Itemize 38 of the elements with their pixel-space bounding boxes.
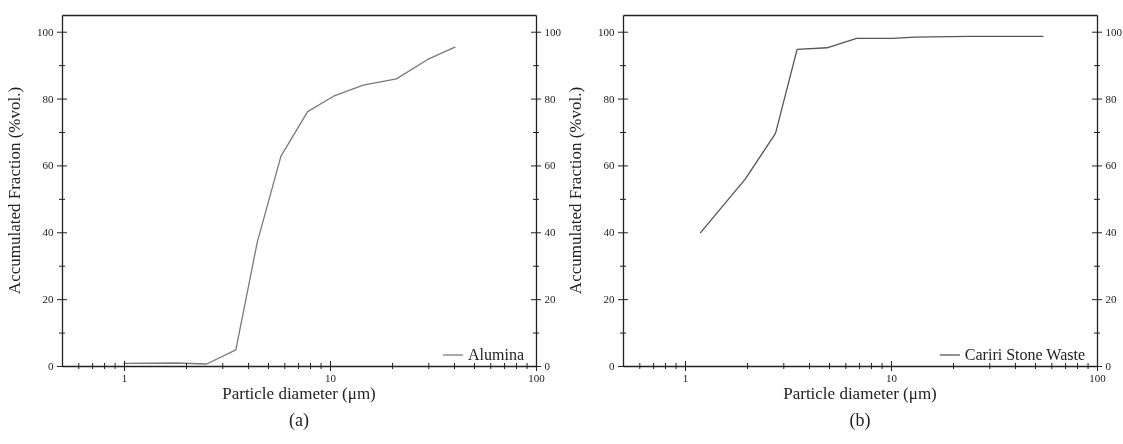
y-tick-label: 60 <box>42 159 54 172</box>
y2-tick-label: 100 <box>544 25 562 38</box>
y2-tick-label: 0 <box>1105 360 1112 373</box>
x-axis-title: Particle diameter (μm) <box>222 384 376 403</box>
y-tick-label: 100 <box>598 25 615 38</box>
y2-tick-label: 60 <box>544 159 556 172</box>
y-axis-title: Accumulated Fraction (%vol.) <box>5 86 24 295</box>
y2-tick-label: 0 <box>544 360 551 373</box>
y2-tick-label: 40 <box>1105 226 1117 239</box>
y-tick-label: 0 <box>609 360 615 373</box>
y-tick-label: 40 <box>603 226 615 239</box>
text: (a) <box>289 410 309 431</box>
text: (b) <box>849 410 871 431</box>
x-tick-label: 100 <box>1089 372 1107 385</box>
y-tick-label: 60 <box>603 159 615 172</box>
x-tick-label: 1 <box>682 372 689 385</box>
y-tick-label: 100 <box>37 25 54 38</box>
y-tick-label: 20 <box>603 293 615 306</box>
y-tick-label: 20 <box>42 293 54 306</box>
legend-label: Alumina <box>468 346 524 363</box>
y-tick-label: 80 <box>42 92 54 105</box>
x-tick-label: 10 <box>325 372 337 385</box>
legend-label: Cariri Stone Waste <box>964 346 1085 363</box>
y2-tick-label: 100 <box>1105 25 1123 38</box>
y2-tick-label: 80 <box>544 92 556 105</box>
y-tick-label: 40 <box>42 226 54 239</box>
x-tick-label: 10 <box>886 372 898 385</box>
y2-tick-label: 40 <box>544 226 556 239</box>
x-tick-label: 1 <box>121 372 128 385</box>
x-tick-label: 100 <box>528 372 546 385</box>
y2-tick-label: 20 <box>1105 293 1117 306</box>
y-axis-title: Accumulated Fraction (%vol.) <box>566 86 585 295</box>
y2-tick-label: 20 <box>544 293 556 306</box>
y-tick-label: 0 <box>48 360 54 373</box>
y2-tick-label: 80 <box>1105 92 1117 105</box>
y2-tick-label: 60 <box>1105 159 1117 172</box>
x-axis-title: Particle diameter (μm) <box>783 384 937 403</box>
y-tick-label: 80 <box>603 92 615 105</box>
